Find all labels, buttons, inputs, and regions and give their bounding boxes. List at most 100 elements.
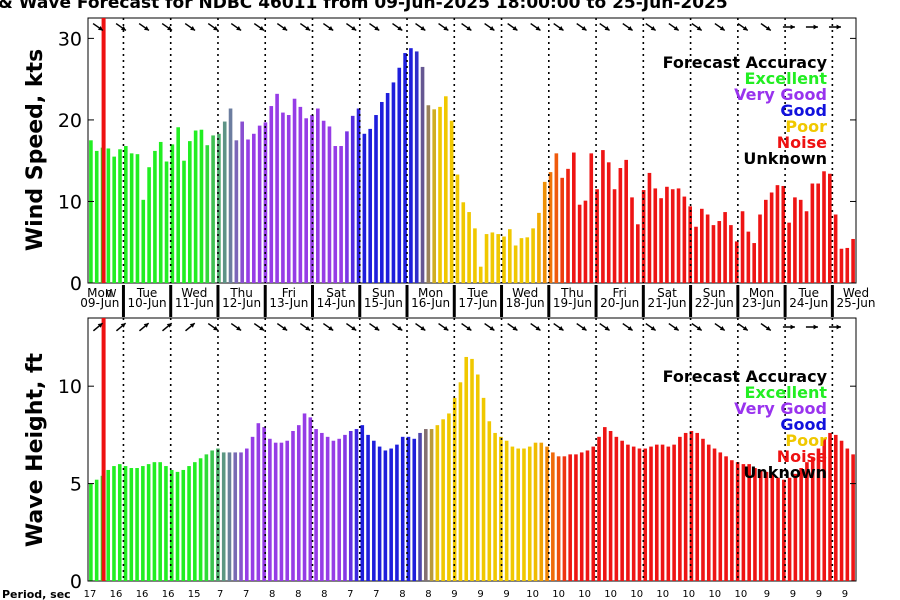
bar xyxy=(717,221,722,283)
date-label: 13-Jun xyxy=(269,296,308,310)
bar xyxy=(764,471,769,581)
bar xyxy=(135,468,139,581)
bar xyxy=(262,427,266,581)
legend-entry: Very Good xyxy=(734,85,827,104)
direction-arrow xyxy=(253,22,265,32)
bar xyxy=(321,120,326,284)
bar xyxy=(793,473,798,581)
bar xyxy=(89,140,93,283)
bar xyxy=(193,130,198,283)
bar xyxy=(548,172,553,283)
plot-frame xyxy=(87,17,857,284)
bar xyxy=(164,466,168,581)
bar xyxy=(263,122,268,284)
wind-speed-panel: 0 10 20 30 xyxy=(58,17,857,295)
direction-arrow xyxy=(805,324,818,330)
day-of-week-label: Sun xyxy=(372,286,395,300)
bar xyxy=(510,446,515,581)
bar xyxy=(678,436,682,581)
bar xyxy=(345,131,349,283)
day-of-week-label: Tue xyxy=(797,286,819,300)
bar xyxy=(579,452,584,581)
bar xyxy=(187,466,191,581)
y-tick-label: 10 xyxy=(58,376,82,398)
period-value: 8 xyxy=(269,589,275,600)
bar xyxy=(822,171,826,283)
bar xyxy=(828,432,832,581)
bar xyxy=(810,458,815,581)
direction-arrow xyxy=(138,22,150,32)
direction-arrow xyxy=(115,322,127,332)
bar xyxy=(706,444,711,581)
bar xyxy=(689,430,694,581)
legend-entry: Good xyxy=(780,101,827,120)
bar xyxy=(455,174,460,283)
bar xyxy=(499,436,503,581)
bar xyxy=(747,464,751,581)
bar xyxy=(389,448,393,581)
bar xyxy=(118,149,122,283)
bar xyxy=(449,120,454,284)
bar xyxy=(188,141,192,283)
bar xyxy=(683,432,688,581)
bar xyxy=(152,462,157,581)
direction-arrow xyxy=(138,322,150,332)
direction-arrow xyxy=(553,322,564,332)
date-label: 10-Jun xyxy=(128,296,167,310)
bar xyxy=(712,448,717,581)
direction-arrow xyxy=(438,322,449,332)
bar xyxy=(758,214,762,283)
day-label-strip: Mon09-JunTue10-JunWed11-JunThu12-JunFri1… xyxy=(80,284,876,317)
bar xyxy=(227,452,232,581)
bar xyxy=(659,198,663,283)
bar xyxy=(325,436,330,581)
bar xyxy=(504,440,509,581)
day-of-week-label: Sat xyxy=(326,286,346,300)
bar xyxy=(695,432,699,581)
bar xyxy=(551,452,555,581)
direction-arrow xyxy=(230,22,242,32)
bar xyxy=(606,162,611,283)
bar xyxy=(589,153,594,283)
bar xyxy=(740,211,745,283)
bar xyxy=(851,454,855,581)
period-value: 7 xyxy=(373,589,379,600)
bar xyxy=(793,197,797,283)
direction-arrow xyxy=(276,22,288,32)
bar xyxy=(493,432,497,581)
bar xyxy=(372,440,376,581)
y-tick-label: 5 xyxy=(70,474,82,496)
period-value: 17 xyxy=(84,589,97,600)
period-value: 7 xyxy=(243,589,249,600)
direction-arrow xyxy=(599,322,611,332)
direction-arrow xyxy=(622,22,634,32)
direction-arrow xyxy=(507,322,518,332)
bar xyxy=(670,189,675,283)
bar xyxy=(337,438,341,581)
bar xyxy=(799,468,803,581)
period-value: 9 xyxy=(764,589,770,600)
bar xyxy=(360,425,365,581)
bar xyxy=(228,108,233,283)
bar xyxy=(252,133,256,283)
bar xyxy=(158,462,162,581)
date-label: 17-Jun xyxy=(458,296,497,310)
direction-arrow xyxy=(322,22,334,32)
bar xyxy=(314,429,318,581)
bar xyxy=(362,133,367,283)
period-value: 7 xyxy=(347,589,353,600)
bar xyxy=(630,197,634,283)
now-marker-label: W xyxy=(106,287,117,300)
bar xyxy=(631,446,636,581)
bar xyxy=(356,108,361,283)
bar xyxy=(653,188,658,283)
direction-arrow xyxy=(369,322,380,332)
bar xyxy=(770,473,775,581)
y-tick-label: 0 xyxy=(70,571,82,593)
bar xyxy=(291,430,295,581)
bar xyxy=(343,434,347,581)
bar xyxy=(435,425,440,581)
direction-arrow xyxy=(576,322,587,332)
bar xyxy=(556,456,561,581)
bar xyxy=(851,238,855,283)
